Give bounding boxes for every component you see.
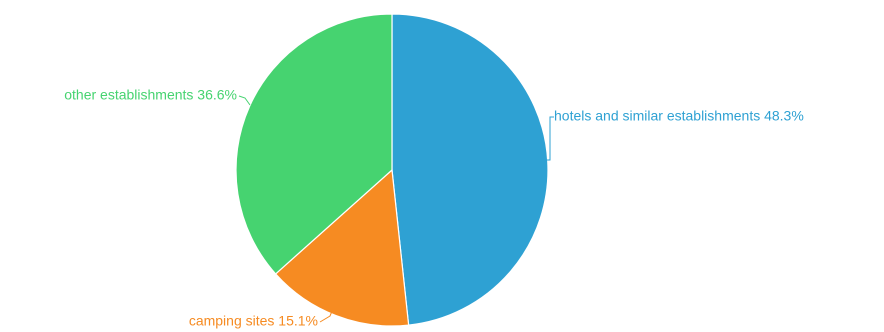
leader-line-other-establishments: [238, 95, 251, 106]
leader-line-hotels-and-similar-establishments: [545, 116, 554, 161]
slice-label-hotels-and-similar-establishments: hotels and similar establishments 48.3%: [554, 108, 804, 124]
slice-labels: hotels and similar establishments 48.3% c…: [64, 87, 804, 329]
pie-slice-camping-sites: [274, 168, 410, 327]
slice-label-other-establishments: other establishments 36.6%: [64, 87, 237, 103]
slice-label-camping-sites: camping sites 15.1%: [189, 313, 318, 329]
leader-line-camping-sites: [319, 298, 338, 323]
leader-lines: [238, 95, 554, 323]
pie-slice-other-establishments: [235, 13, 393, 275]
pie-slices: [235, 13, 549, 327]
pie-slice-hotels-and-similar-establishments: [391, 13, 549, 326]
